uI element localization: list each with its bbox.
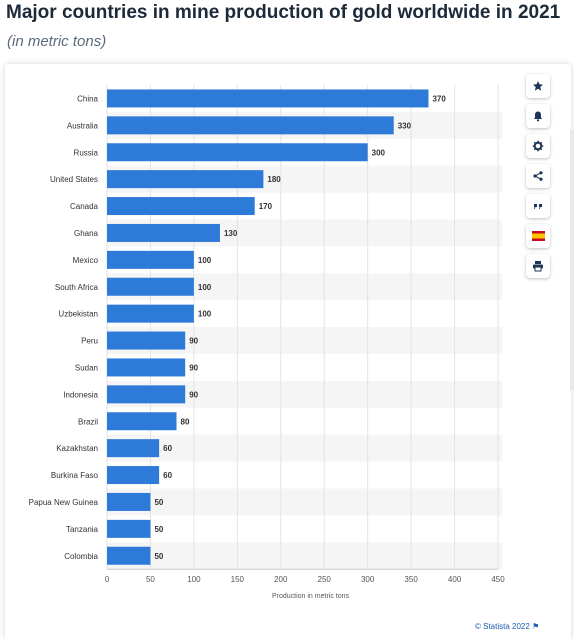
chart-subtitle: (in metric tons) [7,33,107,50]
bar [107,89,429,108]
x-tick-label: 0 [105,575,110,584]
category-label: South Africa [55,283,99,292]
row-band [107,434,502,462]
share-icon[interactable] [526,164,550,188]
bar [107,546,151,565]
bar [107,197,255,216]
bar [107,519,151,538]
category-label: Burkina Faso [51,471,99,480]
bar [107,143,368,162]
category-label: China [77,94,98,103]
bar [107,439,160,458]
category-label: Kazakhstan [56,444,98,453]
x-tick-label: 50 [146,575,155,584]
data-label: 90 [189,390,198,399]
data-label: 50 [154,525,163,534]
category-label: Mexico [73,256,99,265]
bar [107,304,194,323]
chart-title: Major countries in mine production of go… [6,2,561,23]
statista-credit[interactable]: © Statista 2022 ⚑ [475,622,539,631]
bar [107,492,151,511]
bar [107,412,177,431]
category-label: Tanzania [66,525,99,534]
data-label: 100 [198,256,212,265]
bar [107,331,186,350]
x-tick-label: 200 [274,575,288,584]
category-label: Sudan [75,363,98,372]
data-label: 100 [198,283,212,292]
data-label: 370 [432,94,446,103]
flag-icon[interactable] [526,224,550,248]
bar [107,170,264,189]
bar [107,466,160,485]
category-label: United States [50,175,98,184]
category-label: Peru [81,337,98,346]
bar [107,358,186,377]
x-tick-label: 250 [318,575,332,584]
category-label: Ghana [74,229,99,238]
quote-icon[interactable] [526,194,550,218]
x-tick-label: 400 [448,575,462,584]
data-label: 90 [189,337,198,346]
bar [107,277,194,296]
category-label: Brazil [78,417,98,426]
side-panel-edge [570,130,574,390]
category-label: Papua New Guinea [29,498,99,507]
row-band [107,542,502,570]
category-label: Canada [70,202,99,211]
data-label: 60 [163,471,172,480]
row-band [107,488,502,516]
x-tick-label: 450 [491,575,505,584]
data-label: 170 [259,202,273,211]
bar [107,385,186,404]
data-label: 100 [198,310,212,319]
x-axis-title: Production in metric tons [272,593,350,600]
x-tick-label: 300 [361,575,375,584]
star-icon[interactable] [526,74,550,98]
category-label: Australia [67,121,99,130]
data-label: 90 [189,363,198,372]
print-icon[interactable] [526,254,550,278]
bar [107,223,220,242]
data-label: 50 [154,498,163,507]
bar [107,116,394,135]
data-label: 50 [154,552,163,561]
category-label: Indonesia [63,390,98,399]
x-tick-label: 100 [187,575,201,584]
gear-icon[interactable] [526,134,550,158]
category-label: Uzbekistan [58,310,98,319]
category-label: Russia [74,148,99,157]
bell-icon[interactable] [526,104,550,128]
flag-mark-icon: ⚑ [532,622,540,631]
category-label: Colombia [64,552,98,561]
data-label: 80 [181,417,190,426]
data-label: 300 [372,148,386,157]
data-label: 180 [267,175,281,184]
data-label: 130 [224,229,238,238]
data-label: 60 [163,444,172,453]
data-label: 330 [398,121,412,130]
x-tick-label: 150 [231,575,245,584]
credit-text: © Statista 2022 [475,622,530,631]
bar [107,250,194,269]
x-tick-label: 350 [404,575,418,584]
